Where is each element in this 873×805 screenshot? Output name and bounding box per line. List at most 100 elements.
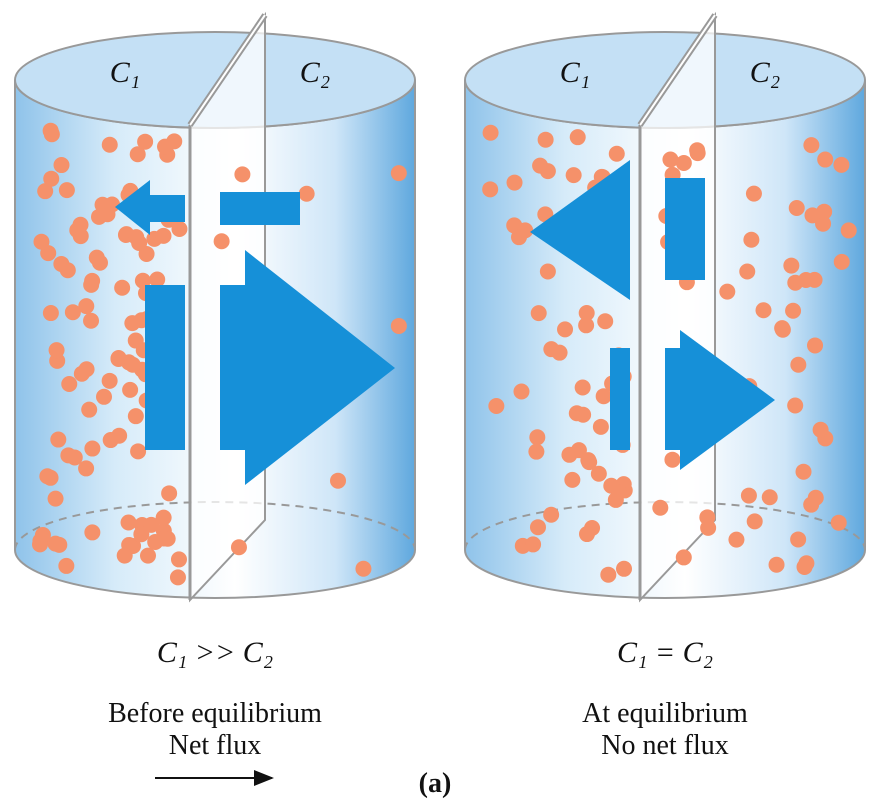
particle	[831, 515, 847, 531]
particle	[60, 262, 76, 278]
particle	[783, 258, 799, 274]
particle	[482, 181, 498, 197]
particle	[74, 366, 90, 382]
particle	[564, 472, 580, 488]
particle	[137, 134, 153, 150]
particle	[816, 204, 832, 220]
particle	[50, 432, 66, 448]
particle	[122, 382, 138, 398]
particle	[676, 549, 692, 565]
particle	[54, 157, 70, 173]
particle	[60, 447, 76, 463]
particle	[513, 384, 529, 400]
state: At equilibrium	[582, 698, 748, 729]
compartment-label: C₁	[110, 56, 140, 89]
panels: C₁C₂C₁ >> C₂Before equilibriumNet fluxC₁…	[15, 15, 865, 761]
particle	[299, 186, 315, 202]
particle	[756, 302, 772, 318]
particle	[234, 166, 250, 182]
particle	[139, 246, 155, 262]
particle	[161, 485, 177, 501]
particle	[170, 569, 186, 585]
particle	[662, 152, 678, 168]
flux-arrow-shape	[665, 178, 705, 280]
particle	[33, 234, 49, 250]
particle	[762, 489, 778, 505]
particle	[789, 200, 805, 216]
particle	[81, 402, 97, 418]
particle	[557, 321, 573, 337]
particle	[803, 497, 819, 513]
particle	[596, 388, 612, 404]
particle	[121, 514, 137, 530]
particle	[214, 233, 230, 249]
compartment-label: C₂	[750, 56, 780, 89]
particle	[569, 405, 585, 421]
particle	[741, 488, 757, 504]
particle	[719, 284, 735, 300]
particle	[543, 341, 559, 357]
particle	[59, 182, 75, 198]
particle	[65, 304, 81, 320]
particle	[543, 507, 559, 523]
particle	[664, 452, 680, 468]
particle	[608, 492, 624, 508]
particle	[156, 510, 172, 526]
compartment-label: C₂	[300, 56, 330, 89]
particle	[787, 397, 803, 413]
particle	[689, 142, 705, 158]
particle	[593, 419, 609, 435]
particle	[790, 531, 806, 547]
particle	[114, 280, 130, 296]
particle	[83, 277, 99, 293]
particle	[73, 228, 89, 244]
particle	[769, 557, 785, 573]
flux-arrow-shape	[145, 285, 185, 450]
particle	[58, 558, 74, 574]
particle	[609, 146, 625, 162]
particle	[700, 520, 716, 536]
particle	[83, 313, 99, 329]
particle	[817, 152, 833, 168]
particle	[597, 313, 613, 329]
particle	[517, 222, 533, 238]
particle	[43, 305, 59, 321]
particle	[580, 452, 596, 468]
particle	[111, 350, 127, 366]
particle	[807, 272, 823, 288]
particle	[528, 444, 544, 460]
particle	[813, 422, 829, 438]
particle	[117, 548, 133, 564]
particle	[530, 519, 546, 535]
particle	[739, 264, 755, 280]
particle	[728, 532, 744, 548]
particle	[155, 228, 171, 244]
particle	[531, 305, 547, 321]
particle	[130, 443, 146, 459]
particle	[49, 342, 65, 358]
particle	[128, 229, 144, 245]
particle	[125, 357, 141, 373]
particle	[128, 408, 144, 424]
particle	[803, 137, 819, 153]
particle	[570, 129, 586, 145]
particle	[48, 491, 64, 507]
particle	[84, 524, 100, 540]
compartment-label: C₁	[560, 56, 590, 89]
particle	[796, 464, 812, 480]
particle	[787, 275, 803, 291]
particle	[575, 379, 591, 395]
flux-label: Net flux	[169, 730, 262, 761]
relation: C₁ >> C₂	[157, 636, 273, 669]
particle	[102, 373, 118, 389]
particle	[44, 126, 60, 142]
flux-label: No net flux	[601, 730, 729, 761]
particle	[140, 548, 156, 564]
particle	[579, 305, 595, 321]
particle	[743, 232, 759, 248]
particle	[566, 167, 582, 183]
caption: (a)	[419, 768, 452, 799]
particle	[507, 175, 523, 191]
